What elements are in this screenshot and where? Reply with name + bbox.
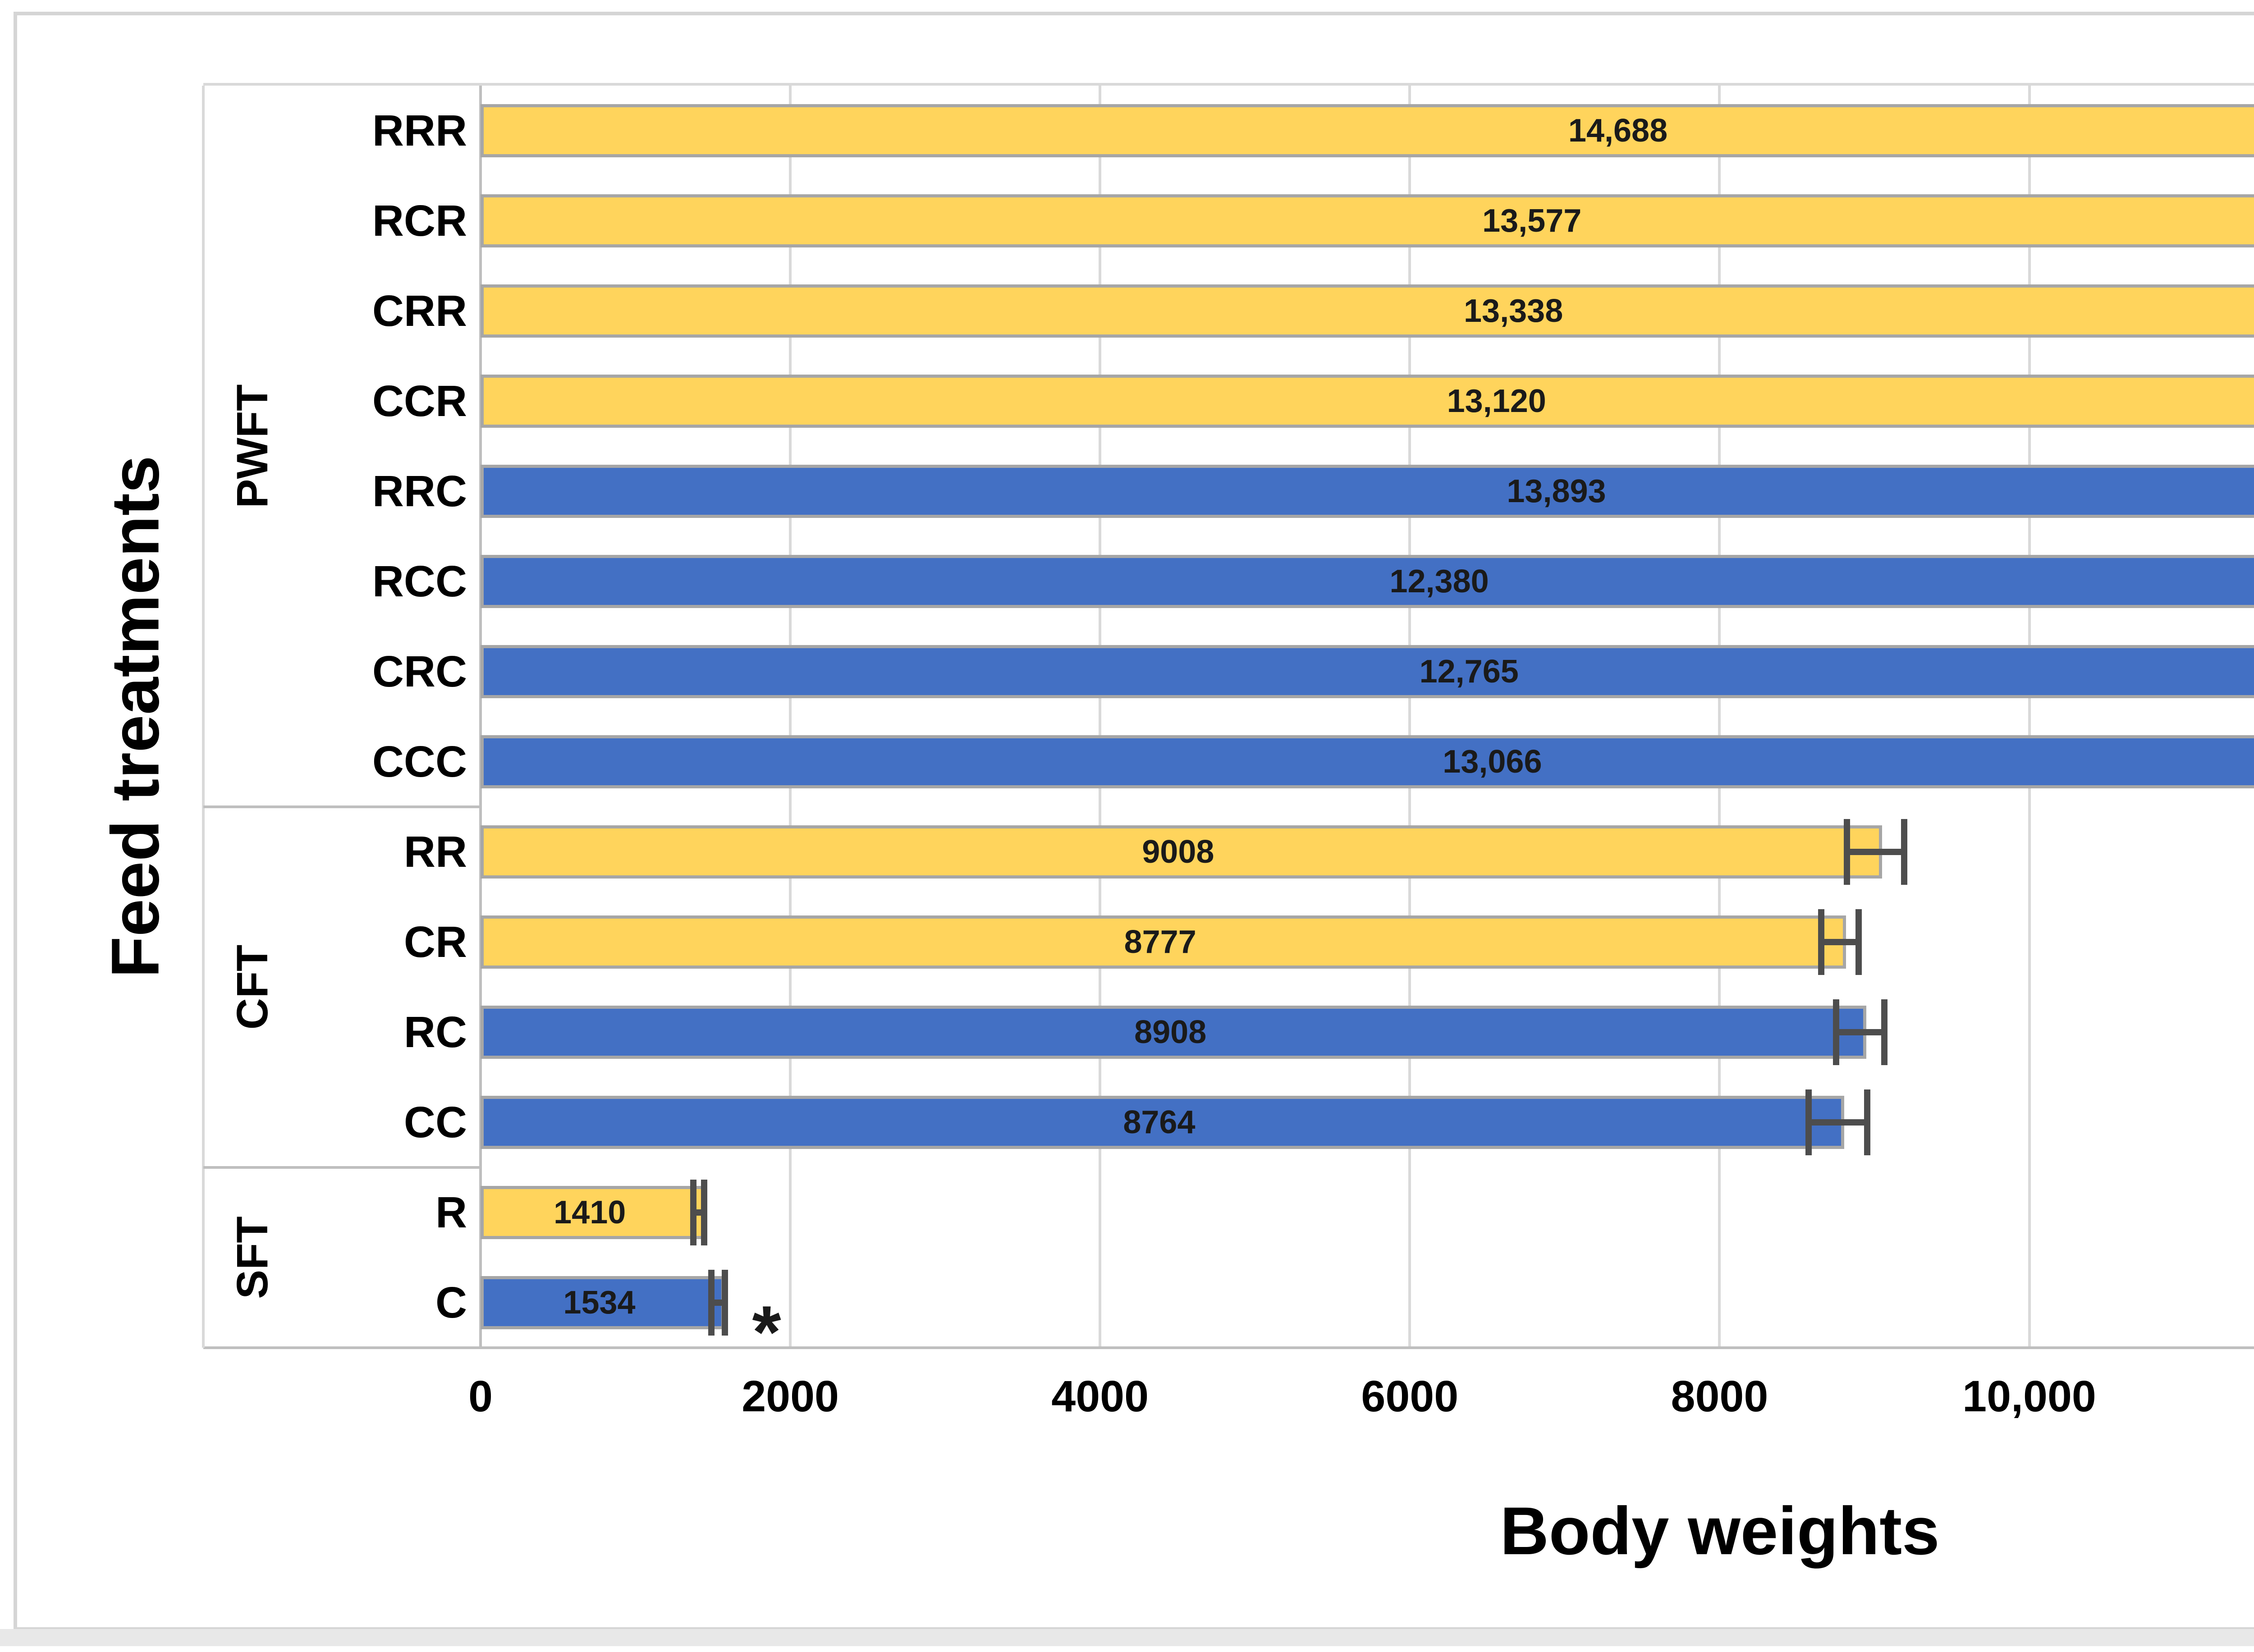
category-label-rcc: RCC — [372, 557, 467, 606]
category-label-c: C — [435, 1278, 467, 1327]
gridline — [2028, 86, 2031, 1348]
bar-rcc — [481, 555, 2254, 608]
bar-value-label: 8764 — [1123, 1104, 1196, 1140]
category-label-rcr: RCR — [372, 196, 467, 245]
bar-value-label: 14,688 — [1568, 113, 1668, 149]
x-tick-label: 8000 — [1671, 1372, 1768, 1421]
error-bar-cap-left — [1805, 1089, 1812, 1155]
error-bar-cap-right — [722, 1270, 728, 1336]
category-label-ccc: CCC — [372, 737, 467, 786]
error-bar-cap-right — [1901, 819, 1908, 885]
significance-marker: * — [752, 1290, 787, 1373]
bar-value-label: 12,380 — [1389, 563, 1489, 599]
bar-cc — [481, 1096, 1844, 1149]
y-axis-title: Feed treatments — [97, 455, 173, 978]
bar-value-label: 1534 — [563, 1285, 636, 1321]
x-tick-label: 6000 — [1361, 1372, 1459, 1421]
bar-value-label: 8777 — [1124, 924, 1196, 960]
x-tick-label: 2000 — [742, 1372, 839, 1421]
bar-crc — [481, 645, 2254, 698]
x-tick-label: 10,000 — [1962, 1372, 2096, 1421]
group-divider — [203, 805, 481, 808]
category-box-left-border — [202, 86, 205, 1348]
category-label-crr: CRR — [372, 286, 467, 335]
bar-cr — [481, 915, 1846, 969]
bar-crr — [481, 284, 2254, 338]
category-label-rrr: RRR — [372, 106, 467, 155]
error-bar — [1821, 939, 1859, 945]
bar-ccc — [481, 735, 2254, 788]
bar-r — [481, 1186, 706, 1239]
bar-value-label: 13,577 — [1482, 203, 1582, 239]
error-bar-cap-left — [708, 1270, 715, 1336]
bar-value-label: 13,338 — [1464, 293, 1563, 329]
value-axis-line — [479, 86, 482, 1348]
error-bar — [1847, 849, 1905, 855]
x-tick-label: 4000 — [1051, 1372, 1149, 1421]
bar-rc — [481, 1006, 1867, 1059]
plot-top-border — [203, 83, 2254, 86]
error-bar — [1836, 1029, 1884, 1035]
bar-rr — [481, 825, 1882, 879]
bar-value-label: 8908 — [1134, 1014, 1207, 1050]
error-bar — [1808, 1119, 1868, 1126]
category-label-rr: RR — [403, 827, 467, 876]
category-label-cr: CR — [403, 917, 467, 966]
category-label-r: R — [435, 1188, 467, 1237]
gridline — [789, 86, 792, 1348]
bar-ccr — [481, 375, 2254, 428]
bar-value-label: 13,066 — [1443, 744, 1542, 780]
error-bar-cap-right — [1864, 1089, 1871, 1155]
error-bar-cap-left — [1818, 909, 1825, 975]
error-bar — [711, 1300, 725, 1306]
bar-value-label: 13,120 — [1447, 383, 1546, 419]
error-bar-cap-left — [1833, 999, 1840, 1065]
gridline — [1408, 86, 1411, 1348]
error-bar-cap-left — [1844, 819, 1851, 885]
value-axis-bottom-line — [203, 1346, 2254, 1349]
error-bar-cap-right — [701, 1180, 708, 1245]
window-bottom-strip — [0, 1629, 2254, 1646]
category-label-crc: CRC — [372, 647, 467, 696]
group-divider — [203, 1166, 481, 1169]
bar-rrr — [481, 104, 2254, 157]
gridline — [1099, 86, 1102, 1348]
category-label-rrc: RRC — [372, 467, 467, 516]
x-axis-title: Body weights — [1500, 1493, 1940, 1569]
bar-value-label: 1410 — [554, 1194, 626, 1231]
error-bar-cap-right — [1881, 999, 1887, 1065]
bar-rcr — [481, 194, 2254, 247]
bar-value-label: 9008 — [1142, 834, 1214, 870]
gridline — [1718, 86, 1721, 1348]
bar-c — [481, 1276, 724, 1329]
error-bar-cap-right — [1855, 909, 1862, 975]
chart-frame — [14, 12, 2254, 1631]
x-tick-label: 0 — [468, 1372, 493, 1421]
bar-value-label: 12,765 — [1419, 654, 1519, 690]
category-label-rc: RC — [403, 1007, 467, 1057]
category-label-ccr: CCR — [372, 376, 467, 426]
category-label-cc: CC — [403, 1098, 467, 1147]
bar-value-label: 13,893 — [1507, 473, 1606, 509]
bar-rrc — [481, 465, 2254, 518]
error-bar-cap-left — [690, 1180, 697, 1245]
